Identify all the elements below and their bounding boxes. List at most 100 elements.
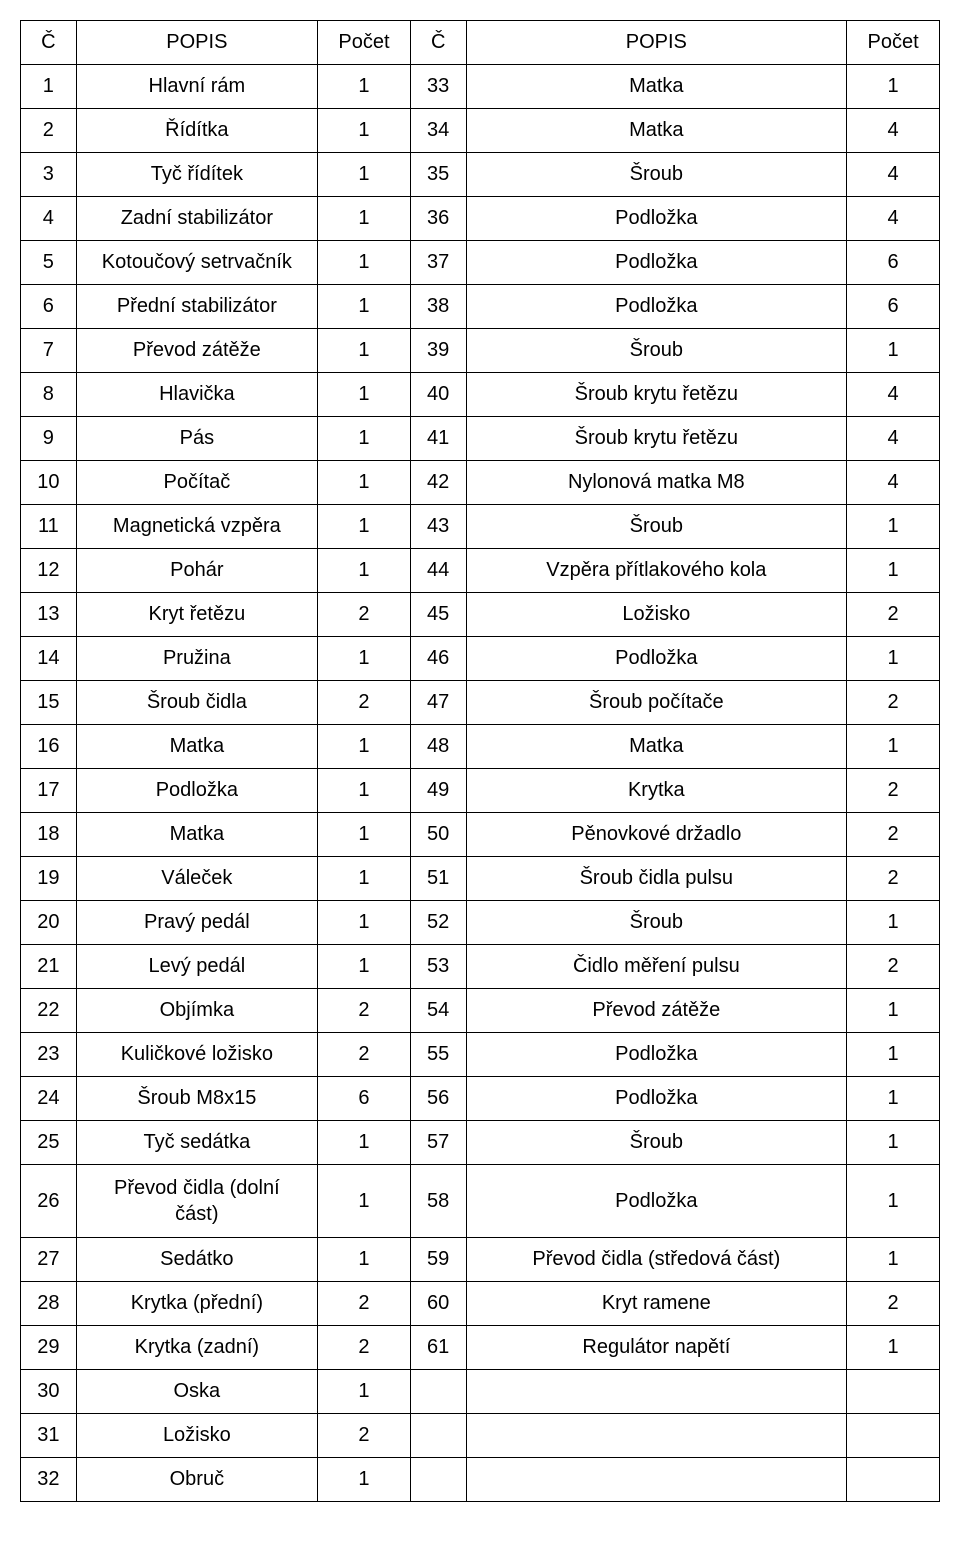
cell-num-1: 8 [21, 373, 77, 417]
table-row: 5Kotoučový setrvačník137Podložka6 [21, 241, 940, 285]
cell-num-1: 13 [21, 593, 77, 637]
cell-num-1: 31 [21, 1414, 77, 1458]
cell-num-2 [410, 1370, 466, 1414]
cell-count-1: 2 [318, 1282, 411, 1326]
cell-num-1: 27 [21, 1238, 77, 1282]
table-row: 27Sedátko159Převod čidla (středová část)… [21, 1238, 940, 1282]
cell-desc-2: Šroub počítače [466, 681, 847, 725]
table-body: 1Hlavní rám133Matka12Řídítka134Matka43Ty… [21, 65, 940, 1502]
cell-num-1: 10 [21, 461, 77, 505]
cell-num-2: 49 [410, 769, 466, 813]
cell-num-1: 1 [21, 65, 77, 109]
cell-num-2: 40 [410, 373, 466, 417]
cell-num-1: 23 [21, 1033, 77, 1077]
cell-desc-1: Levý pedál [76, 945, 317, 989]
cell-desc-2: Podložka [466, 1077, 847, 1121]
table-row: 19Váleček151Šroub čidla pulsu2 [21, 857, 940, 901]
cell-count-2: 2 [847, 593, 940, 637]
cell-desc-2 [466, 1458, 847, 1502]
table-row: 7Převod zátěže139Šroub1 [21, 329, 940, 373]
cell-count-1: 6 [318, 1077, 411, 1121]
cell-num-1: 18 [21, 813, 77, 857]
cell-num-2 [410, 1458, 466, 1502]
table-row: 31Ložisko2 [21, 1414, 940, 1458]
cell-num-1: 24 [21, 1077, 77, 1121]
cell-count-2 [847, 1370, 940, 1414]
cell-desc-1: Podložka [76, 769, 317, 813]
table-row: 18Matka150Pěnovkové držadlo2 [21, 813, 940, 857]
table-row: 8Hlavička140Šroub krytu řetězu4 [21, 373, 940, 417]
table-row: 2Řídítka134Matka4 [21, 109, 940, 153]
cell-count-2: 2 [847, 813, 940, 857]
cell-num-2: 54 [410, 989, 466, 1033]
cell-count-2: 1 [847, 637, 940, 681]
cell-count-2: 1 [847, 1033, 940, 1077]
table-row: 17Podložka149Krytka2 [21, 769, 940, 813]
table-row: 25Tyč sedátka157Šroub1 [21, 1121, 940, 1165]
cell-desc-2: Ložisko [466, 593, 847, 637]
table-row: 1Hlavní rám133Matka1 [21, 65, 940, 109]
table-row: 13Kryt řetězu245Ložisko2 [21, 593, 940, 637]
header-count-2: Počet [847, 21, 940, 65]
cell-num-1: 9 [21, 417, 77, 461]
cell-desc-2: Krytka [466, 769, 847, 813]
cell-count-2: 1 [847, 989, 940, 1033]
cell-desc-1: Krytka (zadní) [76, 1326, 317, 1370]
cell-num-2: 48 [410, 725, 466, 769]
cell-num-2: 42 [410, 461, 466, 505]
cell-desc-1: Pohár [76, 549, 317, 593]
cell-num-2: 52 [410, 901, 466, 945]
cell-desc-1: Pás [76, 417, 317, 461]
cell-count-1: 1 [318, 461, 411, 505]
cell-desc-2: Podložka [466, 1033, 847, 1077]
cell-desc-1: Tyč řídítek [76, 153, 317, 197]
cell-count-2: 4 [847, 417, 940, 461]
cell-num-2 [410, 1414, 466, 1458]
table-row: 12Pohár144Vzpěra přítlakového kola1 [21, 549, 940, 593]
header-num-2: Č [410, 21, 466, 65]
cell-num-2: 47 [410, 681, 466, 725]
cell-num-2: 39 [410, 329, 466, 373]
table-row: 30Oska1 [21, 1370, 940, 1414]
cell-count-1: 2 [318, 1326, 411, 1370]
parts-table: Č POPIS Počet Č POPIS Počet 1Hlavní rám1… [20, 20, 940, 1502]
cell-desc-2: Matka [466, 65, 847, 109]
cell-desc-1: Matka [76, 725, 317, 769]
cell-num-1: 19 [21, 857, 77, 901]
cell-count-2: 4 [847, 197, 940, 241]
cell-num-1: 6 [21, 285, 77, 329]
cell-desc-1: Krytka (přední) [76, 1282, 317, 1326]
cell-desc-1: Váleček [76, 857, 317, 901]
cell-desc-2: Podložka [466, 197, 847, 241]
cell-count-1: 1 [318, 241, 411, 285]
cell-num-1: 20 [21, 901, 77, 945]
cell-desc-2 [466, 1370, 847, 1414]
cell-count-2: 4 [847, 153, 940, 197]
cell-num-2: 56 [410, 1077, 466, 1121]
cell-desc-1: Oska [76, 1370, 317, 1414]
table-row: 29Krytka (zadní)261Regulátor napětí1 [21, 1326, 940, 1370]
cell-count-2: 4 [847, 373, 940, 417]
cell-count-2: 1 [847, 725, 940, 769]
cell-num-1: 16 [21, 725, 77, 769]
cell-desc-1: Magnetická vzpěra [76, 505, 317, 549]
cell-count-1: 1 [318, 285, 411, 329]
cell-count-1: 1 [318, 1370, 411, 1414]
cell-desc-1: Kryt řetězu [76, 593, 317, 637]
cell-desc-2: Převod čidla (středová část) [466, 1238, 847, 1282]
cell-num-1: 22 [21, 989, 77, 1033]
cell-desc-2: Převod zátěže [466, 989, 847, 1033]
cell-num-2: 36 [410, 197, 466, 241]
table-row: 23Kuličkové ložisko255Podložka1 [21, 1033, 940, 1077]
cell-count-1: 2 [318, 1414, 411, 1458]
cell-num-2: 41 [410, 417, 466, 461]
cell-count-2: 1 [847, 65, 940, 109]
cell-num-2: 60 [410, 1282, 466, 1326]
table-row: 32Obruč1 [21, 1458, 940, 1502]
cell-desc-1: Pružina [76, 637, 317, 681]
cell-desc-2: Šroub krytu řetězu [466, 373, 847, 417]
cell-count-2 [847, 1414, 940, 1458]
cell-desc-1: Převod čidla (dolníčást) [76, 1165, 317, 1238]
cell-count-1: 1 [318, 417, 411, 461]
cell-num-1: 29 [21, 1326, 77, 1370]
